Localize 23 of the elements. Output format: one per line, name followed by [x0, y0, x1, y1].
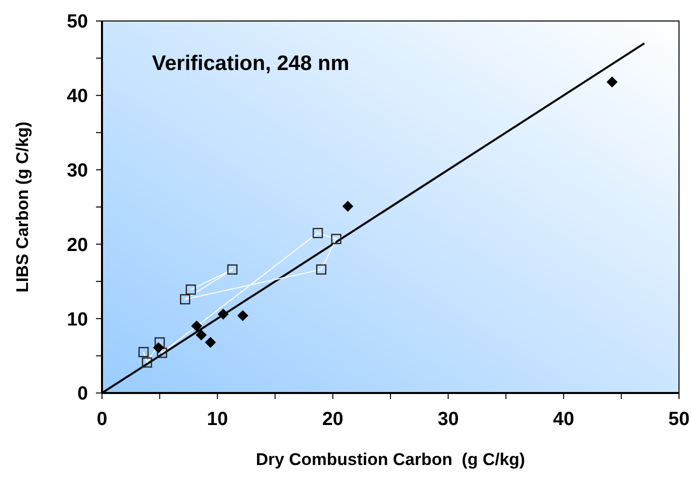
point — [218, 308, 229, 320]
annotation: Verification, 248 nm — [152, 52, 350, 75]
y-tick-label: 20 — [66, 234, 88, 256]
x-tick-label: 40 — [553, 409, 574, 430]
y-tick-label: 40 — [66, 86, 88, 108]
x-tick-label: 30 — [438, 409, 459, 430]
y-axis-title: LIBS Carbon (g C/kg) — [13, 122, 32, 292]
point — [191, 320, 202, 332]
point — [153, 342, 164, 354]
y-tick-label: 50 — [66, 12, 88, 33]
x-tick-label: 20 — [322, 409, 344, 430]
point — [204, 336, 216, 348]
x-tick-label: 10 — [206, 409, 228, 430]
x-tick-label: 0 — [96, 409, 108, 430]
point — [342, 200, 354, 212]
point — [237, 310, 248, 322]
y-tick-label: 10 — [66, 309, 88, 330]
y-tick-label: 30 — [66, 160, 88, 182]
point — [196, 329, 207, 340]
y-tick-label: 0 — [77, 384, 88, 405]
x-tick-label: 50 — [668, 409, 690, 430]
x-axis-title: Dry Combustion Carbon (g C/kg) — [256, 450, 526, 469]
point — [606, 76, 618, 88]
